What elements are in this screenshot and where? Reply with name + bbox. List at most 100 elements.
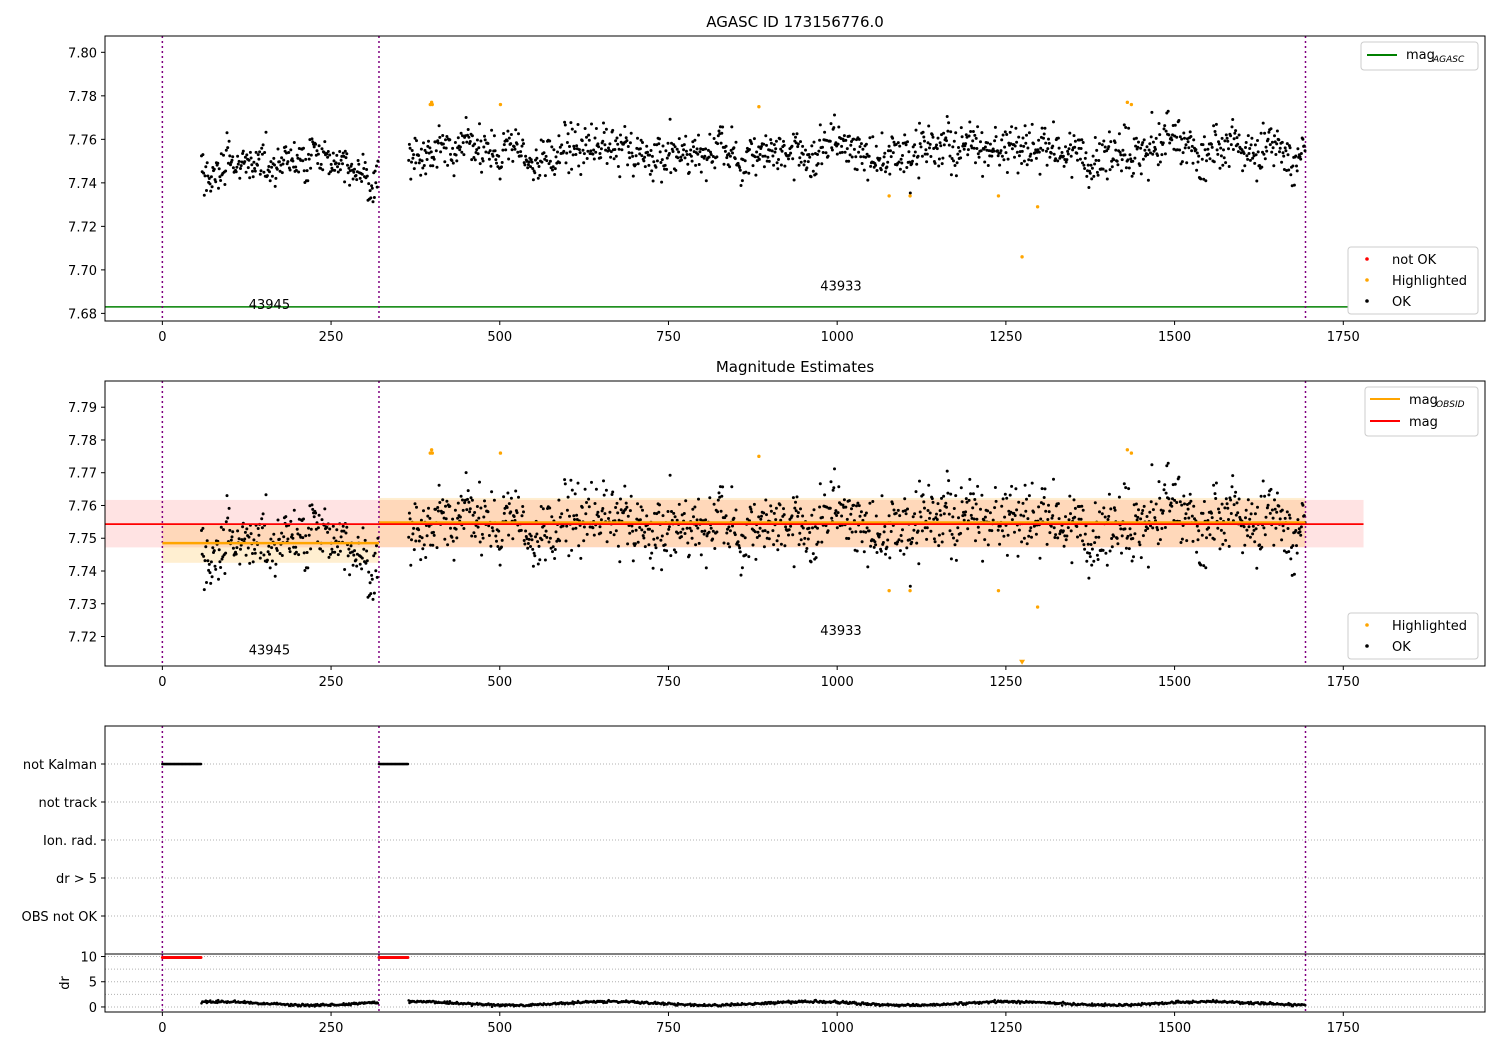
ok-point [1049,151,1053,155]
y-tick-label: 7.72 [68,631,97,646]
ok-point [224,148,228,152]
ok-point [289,519,293,523]
ok-point [667,152,671,155]
ok-point [1112,534,1116,538]
ok-point [512,515,516,518]
ok-point [942,512,946,516]
ok-point [1109,507,1113,511]
ok-point [823,493,827,497]
ok-point [1229,134,1233,138]
ok-point [345,152,349,156]
ok-point [889,155,893,159]
ok-point [599,518,603,522]
ok-point [498,563,502,567]
ok-point [1060,151,1064,154]
ok-point [1247,525,1251,529]
ok-point [996,528,1000,532]
ok-point [713,547,717,550]
ok-point [1244,516,1247,520]
ok-point [787,157,790,161]
ok-point [1149,151,1152,155]
ok-point [478,162,482,166]
ok-point [1030,158,1033,162]
ok-point [270,546,274,550]
ok-point [599,147,603,151]
ok-point [1225,502,1229,506]
ok-point [462,527,466,530]
ok-point [456,501,460,505]
ok-point [1026,146,1030,150]
ok-point [1244,508,1248,512]
ok-point [522,161,526,165]
dr-point [1303,1004,1307,1007]
ok-point [696,526,700,530]
ok-point [1218,166,1222,170]
ok-point [365,549,369,553]
ok-point [1246,157,1250,161]
ok-point [258,150,262,154]
ok-point [763,529,767,533]
ok-point [205,161,209,165]
ok-point [276,147,280,151]
ok-point [338,549,342,553]
ok-point [670,147,674,151]
ok-point [679,530,683,534]
ok-point [1195,151,1199,155]
ok-point [956,152,960,156]
ok-point [1115,159,1119,163]
ok-point [914,490,918,494]
ok-point [841,503,845,507]
ok-point [697,541,701,545]
ok-point [249,532,253,536]
ok-point [1137,540,1141,544]
ok-point [1029,152,1033,156]
ok-point [1043,487,1047,491]
ok-point [971,139,975,143]
ok-point [774,147,778,151]
ok-point [892,508,896,512]
ok-point [751,543,755,547]
ok-point [952,159,955,163]
ok-point [251,552,254,555]
ok-point [826,154,830,158]
ok-point [941,156,945,160]
ok-point [583,127,587,130]
ok-point [902,170,906,174]
ok-point [291,159,295,163]
ok-point [263,151,267,154]
ok-point [534,148,538,152]
ok-point [495,161,498,165]
ok-point [789,524,793,528]
ok-point [579,173,583,176]
ok-point [797,543,801,547]
ok-point [1170,504,1174,508]
ok-point [1054,157,1058,161]
ok-point [201,526,205,530]
ok-point [967,134,971,138]
ok-point [219,566,223,569]
ok-point [1056,136,1060,140]
ok-point [1287,513,1291,517]
ok-point [1175,501,1179,504]
ok-point [304,534,308,538]
ok-point [297,553,301,557]
ok-point [223,572,227,575]
ok-point [375,164,378,168]
ok-point [799,538,803,542]
ok-point [1004,151,1008,155]
ok-point [1161,509,1165,513]
highlighted-point [498,102,503,107]
ok-point [723,149,727,153]
ok-point [204,165,208,169]
ok-point [1183,136,1186,140]
ok-point [294,545,298,549]
ok-point [847,159,851,163]
ok-point [1177,119,1181,122]
ok-point [639,505,643,509]
ok-point [911,536,914,540]
ok-point [497,529,501,533]
ok-point [626,145,630,148]
ok-point [1223,139,1227,143]
ok-point [1045,163,1049,167]
ok-point [1217,511,1221,514]
